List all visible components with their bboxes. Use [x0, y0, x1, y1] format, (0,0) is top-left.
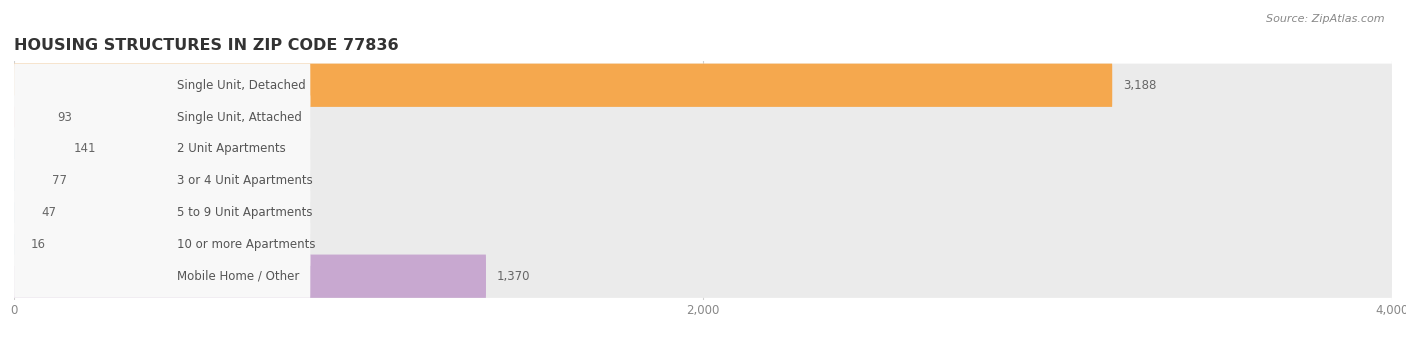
Text: 3,188: 3,188: [1123, 79, 1157, 92]
FancyBboxPatch shape: [14, 95, 311, 139]
FancyBboxPatch shape: [14, 64, 1112, 107]
FancyBboxPatch shape: [14, 191, 311, 234]
Text: Single Unit, Attached: Single Unit, Attached: [177, 110, 302, 123]
Text: 77: 77: [52, 174, 66, 187]
Text: Mobile Home / Other: Mobile Home / Other: [177, 270, 299, 283]
FancyBboxPatch shape: [14, 223, 20, 266]
FancyBboxPatch shape: [14, 255, 486, 298]
FancyBboxPatch shape: [14, 95, 1392, 139]
Text: 10 or more Apartments: 10 or more Apartments: [177, 238, 315, 251]
Text: Source: ZipAtlas.com: Source: ZipAtlas.com: [1267, 14, 1385, 24]
FancyBboxPatch shape: [14, 64, 1392, 107]
Text: 93: 93: [58, 110, 72, 123]
FancyBboxPatch shape: [14, 159, 41, 202]
Text: 5 to 9 Unit Apartments: 5 to 9 Unit Apartments: [177, 206, 312, 219]
Text: 47: 47: [41, 206, 56, 219]
Text: HOUSING STRUCTURES IN ZIP CODE 77836: HOUSING STRUCTURES IN ZIP CODE 77836: [14, 38, 399, 53]
FancyBboxPatch shape: [14, 159, 311, 202]
Text: 3 or 4 Unit Apartments: 3 or 4 Unit Apartments: [177, 174, 312, 187]
FancyBboxPatch shape: [14, 127, 1392, 170]
Text: 141: 141: [73, 143, 96, 155]
FancyBboxPatch shape: [14, 255, 311, 298]
FancyBboxPatch shape: [14, 255, 1392, 298]
FancyBboxPatch shape: [14, 191, 31, 234]
FancyBboxPatch shape: [14, 223, 1392, 266]
FancyBboxPatch shape: [14, 191, 1392, 234]
FancyBboxPatch shape: [14, 127, 311, 170]
FancyBboxPatch shape: [14, 95, 46, 139]
FancyBboxPatch shape: [14, 223, 311, 266]
FancyBboxPatch shape: [14, 127, 63, 170]
FancyBboxPatch shape: [14, 64, 311, 107]
FancyBboxPatch shape: [14, 159, 1392, 202]
Text: 2 Unit Apartments: 2 Unit Apartments: [177, 143, 285, 155]
Text: 1,370: 1,370: [496, 270, 530, 283]
Text: Single Unit, Detached: Single Unit, Detached: [177, 79, 305, 92]
Text: 16: 16: [31, 238, 45, 251]
